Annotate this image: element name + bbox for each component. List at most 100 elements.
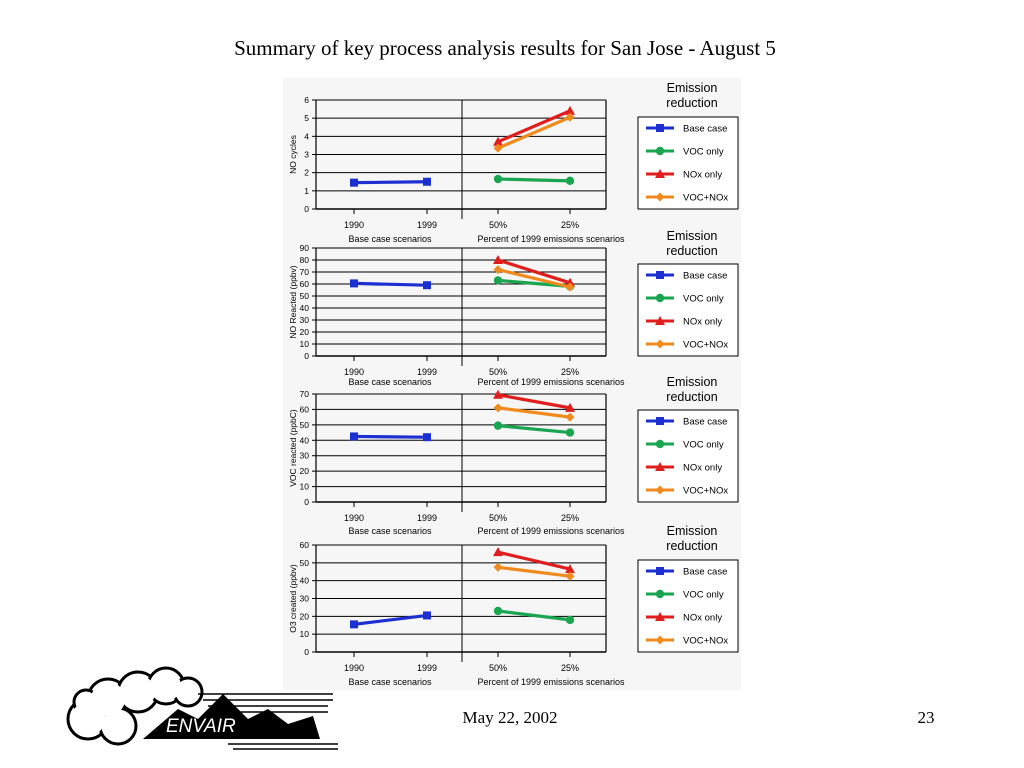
y-tick-label: 20: [300, 611, 310, 621]
y-tick-label: 50: [300, 420, 310, 430]
y-tick-label: 90: [300, 243, 310, 253]
legend-box: [637, 116, 739, 210]
data-point-base: [350, 432, 358, 441]
y-tick-label: 60: [300, 279, 310, 289]
legend-marker-nox: [655, 169, 665, 178]
group-label-base: Base case scenarios: [348, 526, 432, 536]
legend-title-line1: Emission: [667, 229, 718, 243]
x-tick-label: 25%: [561, 513, 579, 523]
series-line-base: [353, 281, 428, 287]
envair-logo: ENVAIR: [66, 666, 338, 750]
legend-marker-voc: [655, 439, 665, 449]
legend-label-voc: VOC only: [683, 590, 724, 601]
y-tick-label: 0: [304, 647, 309, 657]
y-tick-label: 10: [300, 482, 310, 492]
group-label-base: Base case scenarios: [348, 377, 432, 387]
data-point-voc: [493, 276, 503, 285]
legend-marker-voc: [655, 589, 665, 599]
legend-title-line1: Emission: [667, 81, 718, 95]
legend-marker-base: [656, 124, 664, 132]
legend-marker-vocnox: [655, 635, 665, 645]
legend-box: [637, 409, 739, 503]
legend-marker-base: [656, 567, 664, 575]
series-line-voc: [497, 424, 571, 435]
x-tick-label: 1999: [417, 367, 437, 377]
group-label-scenarios: Percent of 1999 emissions scenarios: [477, 377, 625, 387]
x-tick-label: 25%: [561, 367, 579, 377]
x-tick-label: 1999: [417, 220, 437, 230]
series-line-vocnox: [497, 565, 571, 578]
data-point-voc: [565, 615, 575, 625]
series-line-voc: [497, 177, 571, 183]
legend-label-voc: VOC only: [683, 147, 724, 158]
y-tick-label: 10: [300, 629, 310, 639]
data-point-voc: [493, 421, 503, 430]
legend-marker-vocnox: [655, 339, 665, 349]
x-tick-label: 1999: [417, 513, 437, 523]
y-tick-label: 60: [300, 540, 310, 550]
data-point-base: [350, 178, 358, 187]
legend-box: [637, 263, 739, 357]
page-number: 23: [917, 708, 935, 727]
y-tick-label: 70: [300, 267, 310, 277]
legend-label-base: Base case: [683, 567, 727, 578]
series-line-voc: [497, 609, 571, 622]
y-tick-label: 40: [300, 435, 310, 445]
group-label-scenarios: Percent of 1999 emissions scenarios: [477, 234, 625, 244]
data-point-vocnox: [493, 562, 503, 572]
series-line-nox: [497, 258, 571, 285]
y-tick-label: 70: [300, 389, 310, 399]
data-point-vocnox: [493, 265, 503, 275]
data-point-nox: [565, 277, 575, 287]
y-axis-label: VOC reacted (ppbC): [288, 409, 298, 487]
charts-svg: 0 1 2 3 4 5 6 NO cycles 1990 1999 50% 25% Base case …: [288, 81, 739, 687]
group-label-scenarios: Percent of 1999 emissions scenarios: [477, 677, 625, 687]
x-tick-label: 1990: [344, 663, 364, 673]
legend-label-vocnox: VOC+NOx: [683, 486, 728, 497]
y-tick-label: 2: [304, 168, 309, 178]
series-line-vocnox: [497, 406, 571, 419]
series-line-vocnox: [497, 115, 571, 150]
x-tick-label: 50%: [489, 663, 507, 673]
data-point-nox: [493, 547, 503, 557]
group-label-base: Base case scenarios: [348, 677, 432, 687]
panel-2: 0 10 20 30 40 50 60 70 80 90 NO Reacted (ppbv) 1990…: [288, 229, 739, 387]
logo-text: ENVAIR: [166, 716, 236, 737]
data-point-voc: [493, 174, 503, 184]
data-point-vocnox: [565, 112, 575, 122]
y-tick-label: 50: [300, 558, 310, 568]
y-tick-label: 30: [300, 594, 310, 604]
y-tick-label: 0: [304, 497, 309, 507]
series-line-nox: [497, 393, 571, 410]
x-tick-label: 1990: [344, 513, 364, 523]
series-line-nox: [497, 550, 571, 571]
series-line-base: [353, 180, 428, 185]
y-tick-label: 10: [300, 339, 310, 349]
x-tick-label: 1990: [344, 367, 364, 377]
data-point-base: [423, 177, 431, 186]
x-tick-label: 50%: [489, 220, 507, 230]
legend-title-line2: reduction: [666, 539, 717, 553]
data-point-base: [350, 279, 358, 288]
x-tick-label: 1999: [417, 663, 437, 673]
series-line-base: [353, 434, 428, 439]
legend-label-vocnox: VOC+NOx: [683, 193, 728, 204]
data-point-base: [423, 433, 431, 442]
legend-label-nox: NOx only: [683, 463, 722, 474]
y-axis-label: O3 created (ppbv): [288, 564, 298, 633]
y-tick-label: 3: [304, 150, 309, 160]
data-point-vocnox: [493, 403, 503, 413]
data-point-nox: [493, 389, 503, 399]
legend-label-nox: NOx only: [683, 613, 722, 624]
legend-label-nox: NOx only: [683, 170, 722, 181]
series-line-base: [353, 613, 428, 626]
footer-date: May 22, 2002: [462, 708, 558, 727]
data-point-voc: [565, 428, 575, 437]
series-line-nox: [497, 109, 571, 144]
legend-marker-base: [656, 271, 664, 279]
y-tick-label: 80: [300, 255, 310, 265]
y-axis-label: NO cycles: [288, 135, 298, 174]
group-label-scenarios: Percent of 1999 emissions scenarios: [477, 526, 625, 536]
x-tick-label: 25%: [561, 220, 579, 230]
